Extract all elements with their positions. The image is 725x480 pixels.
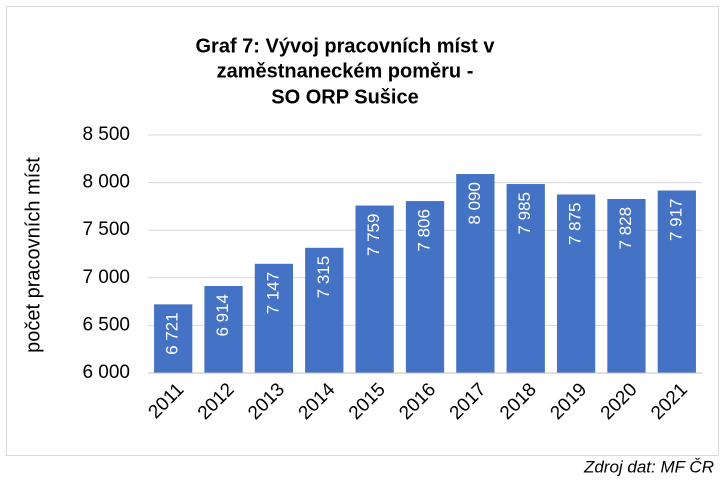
chart-title: zaměstnaneckém poměru - — [217, 60, 474, 82]
value-label: 7 985 — [515, 192, 534, 235]
x-tick-label: 2011 — [145, 379, 189, 423]
x-tick-label: 2016 — [395, 379, 440, 424]
value-label: 6 914 — [213, 294, 232, 337]
x-tick-label: 2015 — [345, 379, 390, 424]
value-label: 7 147 — [263, 272, 282, 315]
value-label: 7 806 — [414, 209, 433, 252]
y-tick-label: 7 500 — [82, 219, 130, 240]
chart-title: SO ORP Sušice — [271, 86, 418, 108]
value-label: 7 875 — [566, 203, 585, 246]
bar — [254, 263, 294, 373]
x-tick-label: 2019 — [546, 379, 591, 424]
value-label: 7 828 — [616, 207, 635, 250]
chart-border — [6, 6, 719, 456]
x-tick-label: 2020 — [597, 379, 642, 424]
bar — [556, 194, 596, 373]
bar — [607, 198, 646, 373]
bar — [154, 304, 193, 373]
source: Zdroj dat: MF ČR — [583, 457, 714, 476]
value-label: 6 721 — [163, 312, 182, 355]
value-label: 7 917 — [666, 199, 685, 242]
x-tick-label: 2017 — [446, 379, 491, 424]
bar — [405, 201, 445, 373]
y-tick-label: 6 500 — [82, 314, 130, 335]
y-tick-label: 8 500 — [82, 124, 130, 145]
x-tick-label: 2021 — [647, 379, 692, 424]
y-tick-label: 8 000 — [82, 172, 130, 193]
x-tick-label: 2013 — [244, 379, 289, 424]
x-tick-label: 2018 — [496, 379, 541, 424]
y-tick-label: 6 000 — [82, 362, 130, 383]
value-label: 7 759 — [364, 214, 383, 257]
x-tick-label: 2012 — [194, 379, 239, 424]
value-label: 7 315 — [314, 256, 333, 299]
chart-title: Graf 7: Vývoj pracovních míst v — [196, 35, 496, 57]
bar — [456, 174, 495, 373]
bar — [204, 285, 243, 373]
bar — [506, 184, 545, 373]
bar — [355, 205, 394, 373]
y-tick-label: 7 000 — [82, 267, 130, 288]
x-tick-label: 2014 — [295, 379, 340, 424]
bar — [657, 190, 696, 373]
y-axis-label: počet pracovních míst — [22, 157, 44, 353]
value-label: 8 090 — [465, 182, 484, 225]
bar — [305, 247, 344, 373]
